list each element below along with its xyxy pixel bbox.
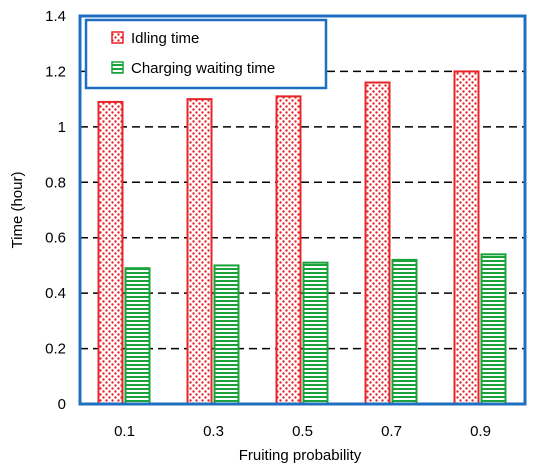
bar-idling-time [186,98,213,406]
y-axis-title: Time (hour) [9,172,26,249]
bar-idling-time [97,100,124,406]
bar-charging-waiting-time [124,267,151,406]
bar-idling-time [364,81,391,405]
bar-charging-waiting-time [213,264,240,405]
bar-charging-waiting-time [302,261,329,405]
y-tick-label: 0.6 [45,230,66,247]
y-tick-label: 1 [58,119,66,136]
bar-idling-time [453,70,480,406]
x-tick-label: 0.3 [203,423,224,440]
x-tick-label: 0.9 [470,423,491,440]
legend-label-idling: Idling time [131,30,199,47]
y-tick-label: 0.4 [45,285,66,302]
legend-swatch-idling [111,31,124,44]
legend-box [84,18,328,90]
x-tick-label: 0.1 [114,423,135,440]
y-tick-label: 1.4 [45,8,66,25]
x-axis-title: Fruiting probability [239,447,362,464]
x-tick-label: 0.7 [381,423,402,440]
y-axis-ticks: 0 0.2 0.4 0.6 0.8 1 1.2 1.4 [45,8,66,413]
legend-swatch-charging [111,61,124,74]
y-tick-label: 0.8 [45,174,66,191]
y-tick-label: 0 [58,396,66,413]
bar-idling-time [275,95,302,405]
y-tick-label: 1.2 [45,63,66,80]
bar-charging-waiting-time [480,253,507,405]
bar-charging-waiting-time [391,258,418,405]
plot-frame [78,14,527,406]
legend-label-charging: Charging waiting time [131,60,275,77]
x-axis-ticks: 0.1 0.3 0.5 0.7 0.9 [114,423,491,440]
legend: Idling time Charging waiting time [84,18,328,90]
x-tick-label: 0.5 [292,423,313,440]
y-tick-label: 0.2 [45,341,66,358]
